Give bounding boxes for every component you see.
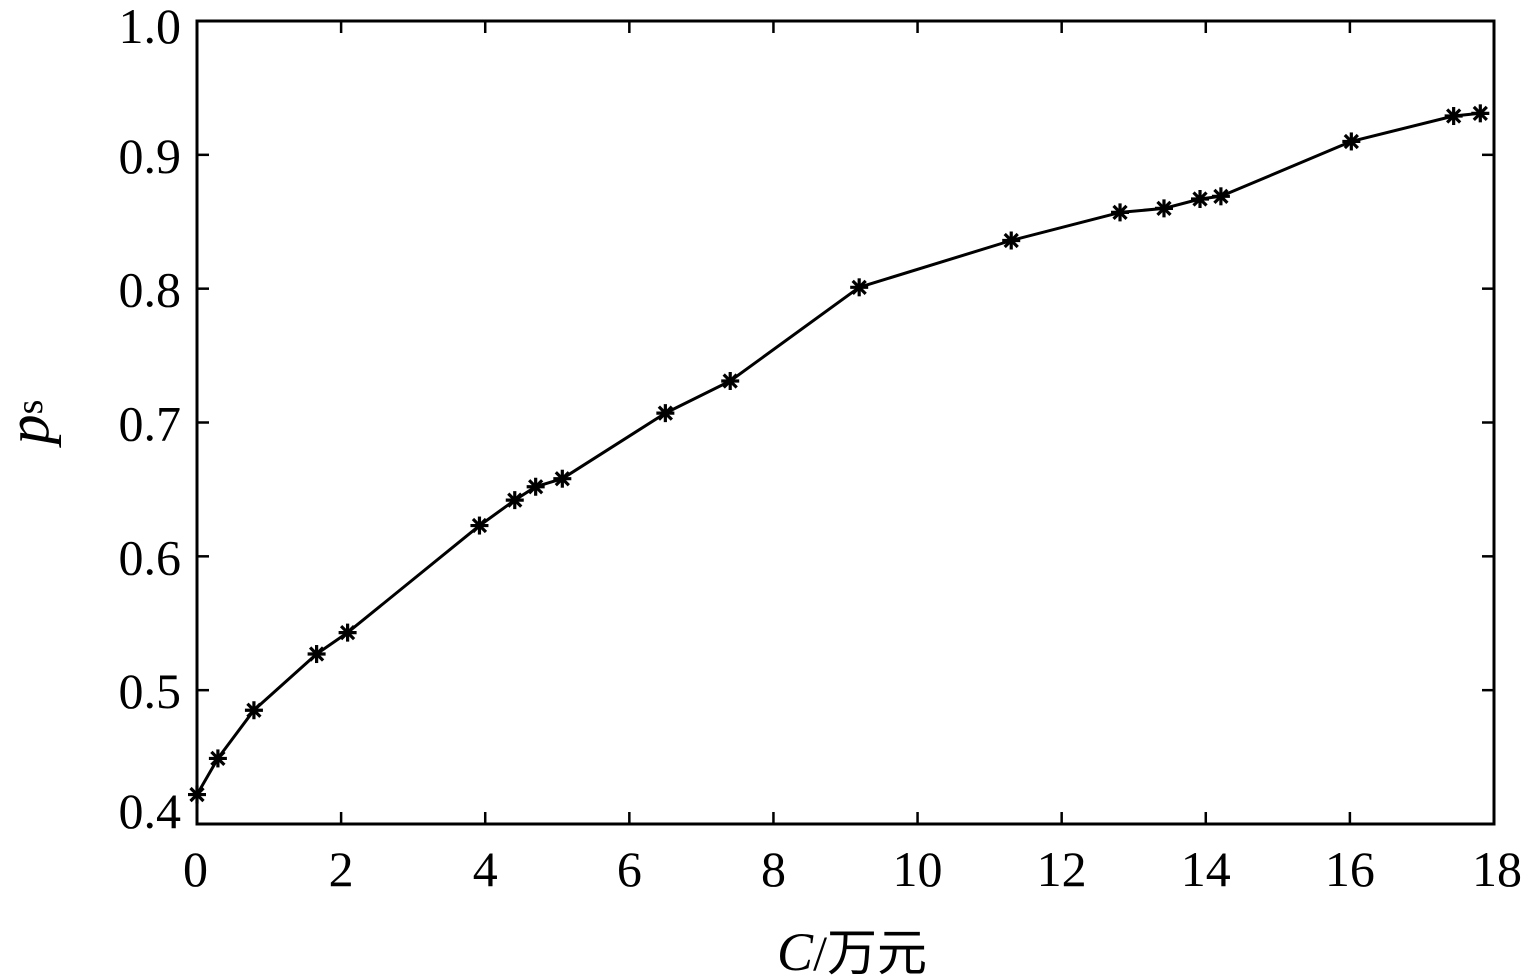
- plot-area-border: [195, 19, 1496, 826]
- marker-stroke: [1192, 191, 1208, 207]
- marker-stroke: [339, 624, 356, 641]
- data-point-marker: [1211, 187, 1230, 206]
- data-point-marker: [553, 469, 572, 488]
- data-point-marker: [307, 645, 326, 664]
- data-point-marker: [1002, 231, 1021, 250]
- data-point-marker: [1471, 104, 1490, 123]
- data-point-marker: [470, 516, 489, 535]
- x-tick-label: 12: [1037, 841, 1087, 897]
- x-axis-ticks: 0 2 4 6 8 10 12 14 16 18: [183, 21, 1522, 897]
- data-point-marker: [1342, 132, 1361, 151]
- y-tick-label: 0.7: [119, 396, 182, 452]
- data-point-marker: [656, 404, 675, 423]
- x-axis-title: C/万元: [777, 922, 927, 976]
- x-tick-label: 4: [473, 841, 498, 897]
- marker-stroke: [528, 479, 544, 495]
- data-point-marker: [1111, 203, 1130, 222]
- y-axis-ticks: 0.4 0.5 0.6 0.7 0.8 0.9 1.0: [119, 0, 1494, 839]
- marker-stroke: [210, 750, 226, 767]
- y-tick-label: 0.4: [119, 783, 182, 839]
- marker-group: [188, 104, 1490, 804]
- marker-stroke: [1343, 133, 1359, 150]
- y-tick-label: 0.6: [119, 529, 182, 585]
- marker-stroke: [657, 405, 673, 421]
- marker-stroke: [1446, 108, 1462, 124]
- data-point-marker: [188, 785, 206, 804]
- marker-stroke: [246, 702, 262, 718]
- data-point-marker: [850, 278, 869, 297]
- data-point-marker: [244, 701, 263, 720]
- marker-stroke: [722, 373, 738, 389]
- marker-stroke: [1213, 188, 1229, 204]
- data-point-marker: [208, 749, 227, 768]
- data-point-marker: [526, 477, 545, 496]
- x-tick-label: 10: [893, 841, 943, 897]
- plot-frame: [195, 19, 1496, 826]
- x-axis-variable: C: [777, 922, 814, 976]
- x-tick-label: 0: [183, 841, 208, 897]
- marker-stroke: [1112, 204, 1128, 221]
- marker-stroke: [1003, 232, 1019, 249]
- data-point-marker: [1154, 199, 1173, 218]
- marker-stroke: [554, 471, 570, 487]
- marker-stroke: [471, 517, 488, 534]
- data-point-marker: [721, 372, 740, 391]
- x-tick-label: 6: [617, 841, 642, 897]
- data-point-marker: [338, 623, 357, 642]
- data-point-marker: [505, 491, 524, 510]
- data-point-marker: [1191, 189, 1210, 208]
- marker-stroke: [1472, 105, 1488, 121]
- x-tick-label: 8: [761, 841, 786, 897]
- y-tick-label: 1.0: [119, 0, 182, 54]
- marker-stroke: [851, 279, 867, 295]
- series-line-group: [195, 111, 1481, 796]
- marker-stroke: [1156, 200, 1172, 216]
- y-tick-label: 0.9: [119, 128, 182, 184]
- marker-stroke: [189, 786, 205, 803]
- marker-stroke: [308, 646, 325, 662]
- y-tick-label: 0.8: [119, 262, 182, 318]
- data-point-marker: [1444, 107, 1463, 126]
- y-tick-label: 0.5: [119, 663, 182, 719]
- y-axis-subscript: s: [9, 400, 51, 415]
- y-axis-title: ps: [0, 400, 61, 449]
- x-tick-label: 18: [1472, 841, 1522, 897]
- marker-stroke: [507, 492, 523, 508]
- x-tick-label: 14: [1181, 841, 1231, 897]
- y-axis-variable: p: [0, 414, 61, 448]
- x-tick-label: 16: [1325, 841, 1375, 897]
- x-tick-label: 2: [329, 841, 354, 897]
- series-line: [195, 111, 1481, 796]
- x-axis-unit: /万元: [813, 925, 927, 976]
